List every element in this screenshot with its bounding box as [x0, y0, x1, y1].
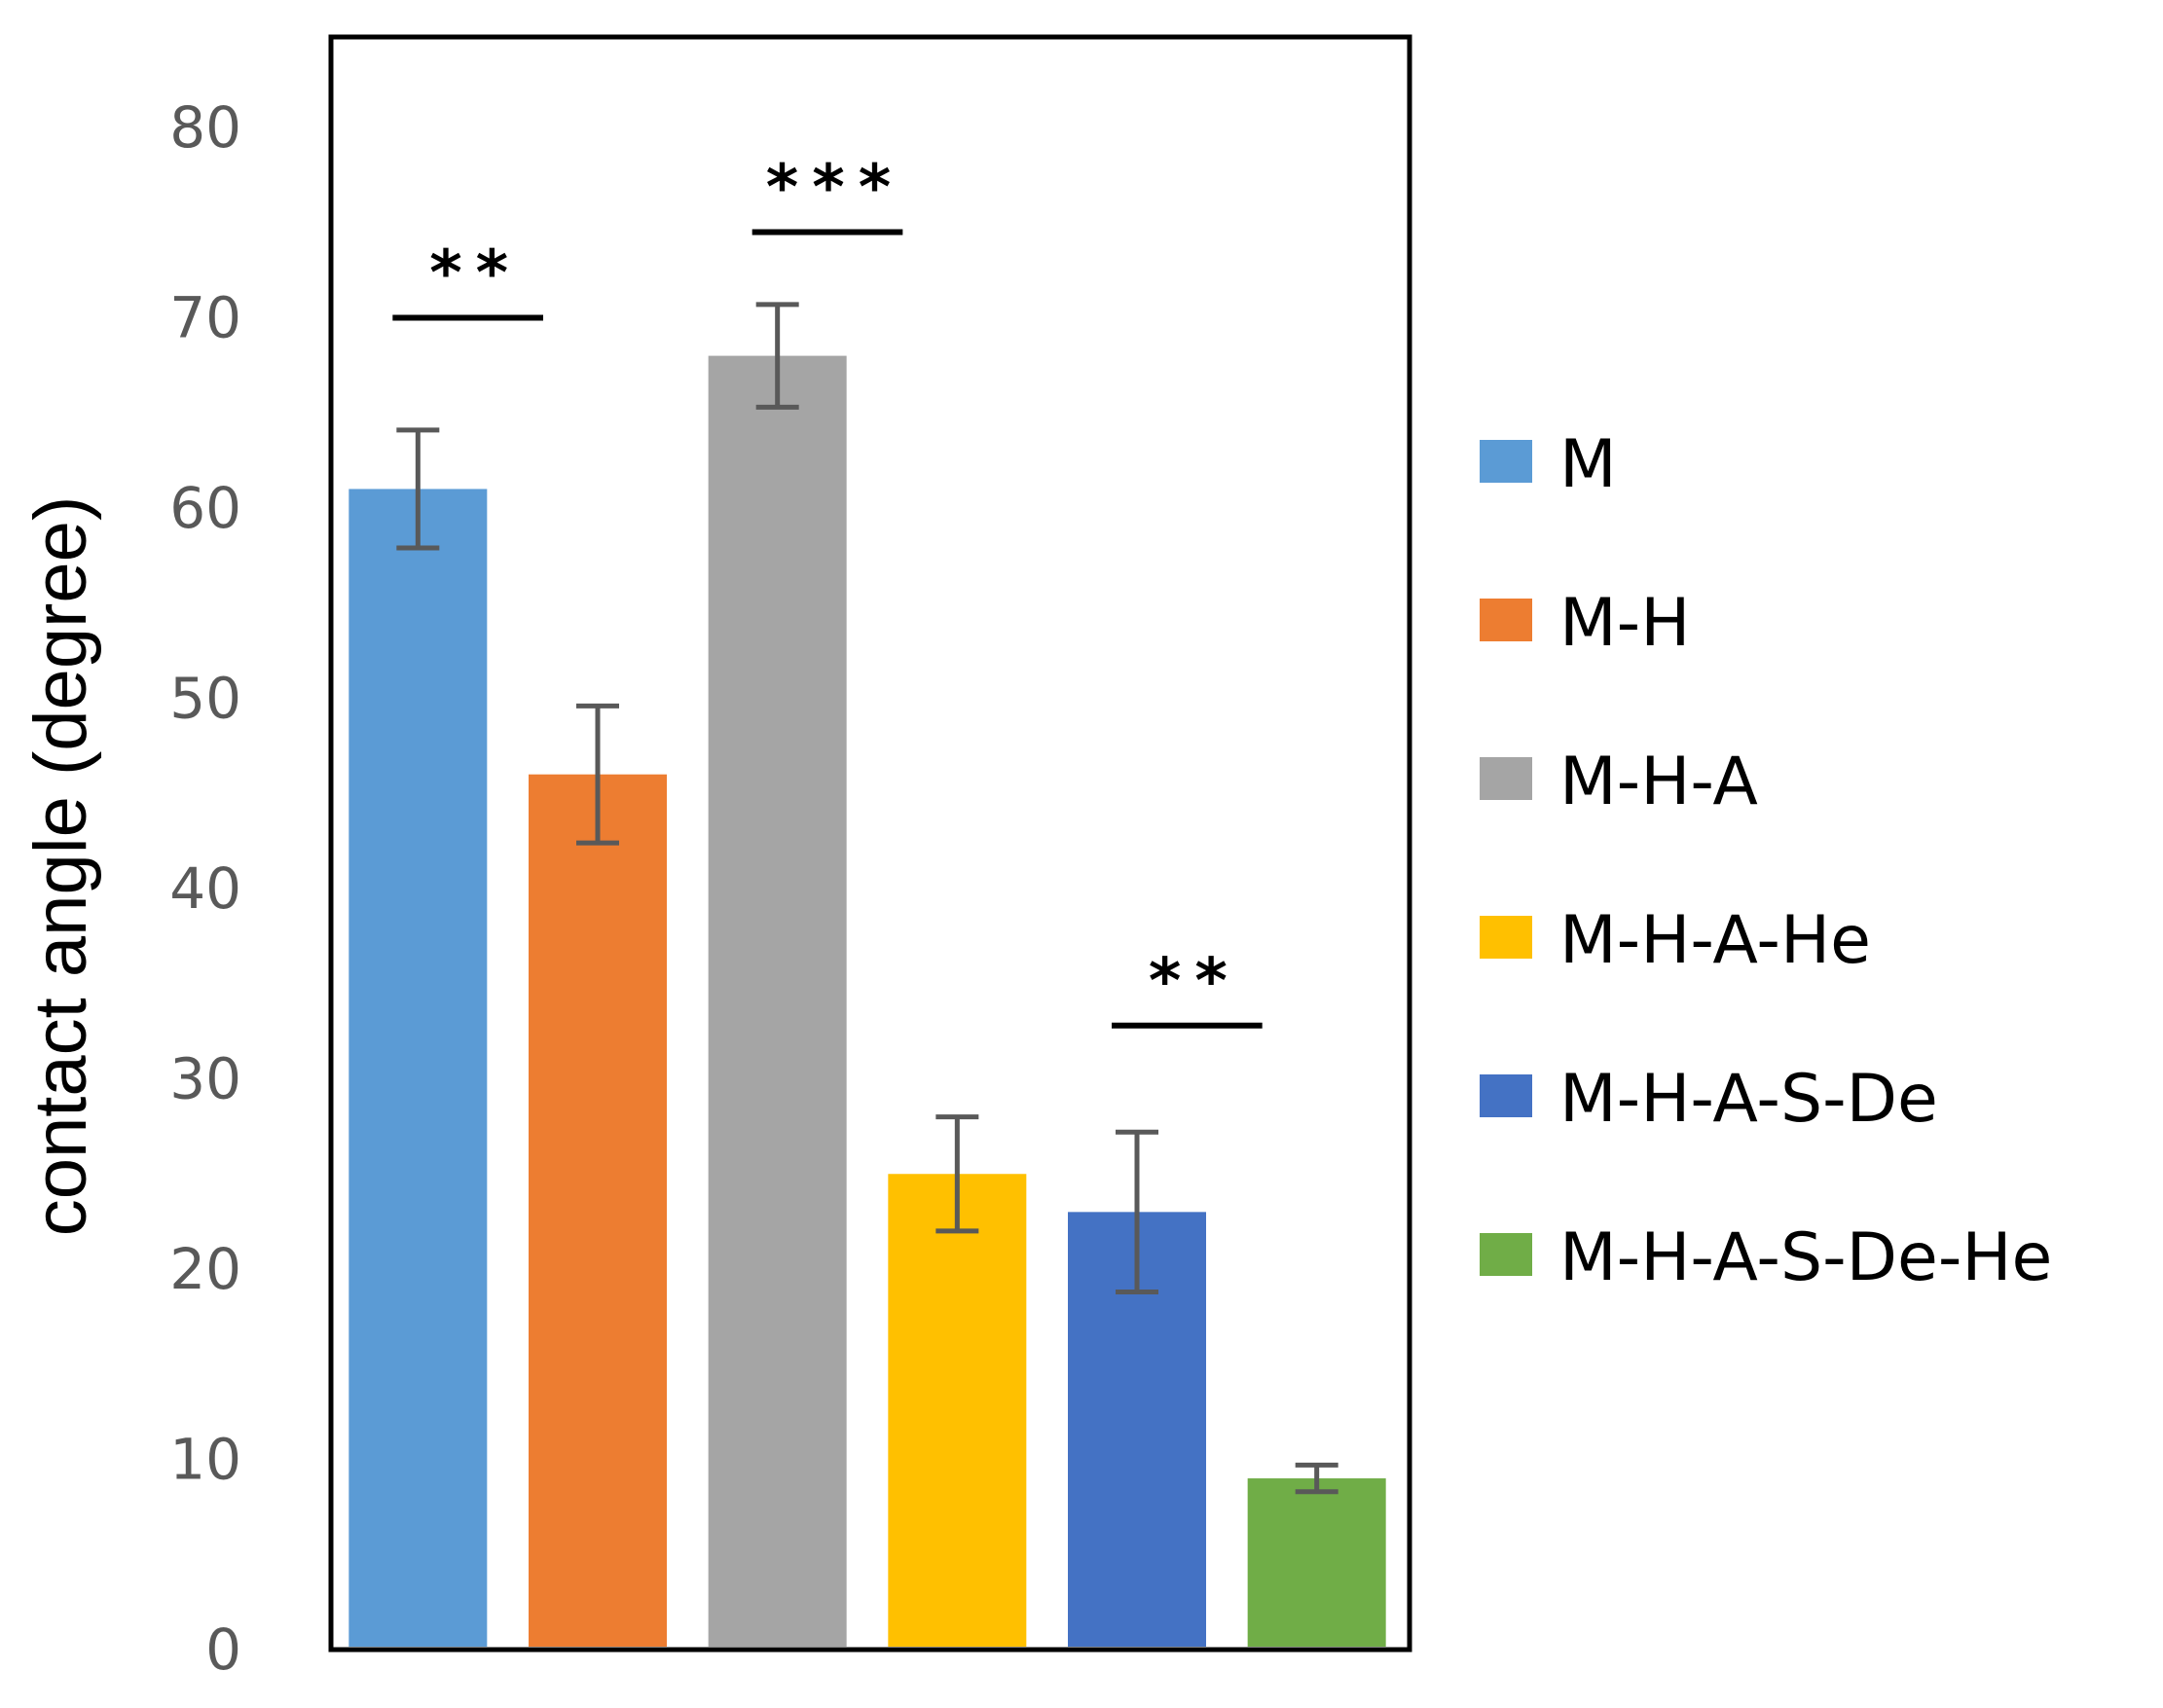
- bar-m-h-a-s-de-he[interactable]: [1247, 1478, 1386, 1647]
- bar-m[interactable]: [348, 489, 488, 1648]
- legend-swatch-m-h-a: [1480, 757, 1532, 800]
- error-bar-m-h-a-he: [935, 1114, 979, 1234]
- plot-frame: [328, 34, 1412, 1653]
- y-tick-label: 80: [169, 94, 241, 161]
- legend-label-m: M: [1559, 426, 1617, 503]
- legend-label-m-h-a-he: M-H-A-He: [1559, 902, 1871, 979]
- y-tick-label: 70: [169, 285, 241, 351]
- y-axis-title: contact angle (degree): [19, 496, 102, 1236]
- legend-label-m-h-a: M-H-A: [1559, 744, 1758, 820]
- legend-label-m-h-a-s-de-he: M-H-A-S-De-He: [1559, 1219, 2052, 1296]
- legend-swatch-m-h-a-he: [1480, 916, 1532, 959]
- error-bar-m-h: [576, 703, 619, 846]
- y-tick-label: 30: [169, 1046, 241, 1112]
- y-tick-label: 20: [169, 1236, 241, 1302]
- bar-m-h[interactable]: [529, 774, 667, 1647]
- legend-label-m-h-a-s-de: M-H-A-S-De: [1559, 1061, 1938, 1138]
- legend-swatch-m: [1480, 440, 1532, 483]
- error-bar-m-h-a: [755, 302, 799, 410]
- error-bar-m-h-a-s-de: [1116, 1129, 1158, 1294]
- significance-label: ***: [766, 153, 904, 225]
- legend-label-m-h: M-H: [1559, 585, 1690, 662]
- y-tick-label: 60: [169, 475, 241, 541]
- significance-label: **: [429, 238, 522, 310]
- error-bar-m: [396, 427, 440, 551]
- y-tick-label: 50: [169, 666, 241, 732]
- y-tick-label: 0: [205, 1617, 241, 1683]
- bar-m-h-a[interactable]: [708, 355, 847, 1648]
- y-tick-label: 10: [169, 1427, 241, 1493]
- legend-swatch-m-h-a-s-de-he: [1480, 1233, 1532, 1276]
- legend-swatch-m-h-a-s-de: [1480, 1074, 1532, 1117]
- bar-m-h-a-he[interactable]: [888, 1174, 1027, 1647]
- y-tick-label: 40: [169, 855, 241, 922]
- significance-label: **: [1149, 946, 1241, 1018]
- legend-swatch-m-h: [1480, 599, 1532, 641]
- error-bar-m-h-a-s-de-he: [1295, 1462, 1338, 1495]
